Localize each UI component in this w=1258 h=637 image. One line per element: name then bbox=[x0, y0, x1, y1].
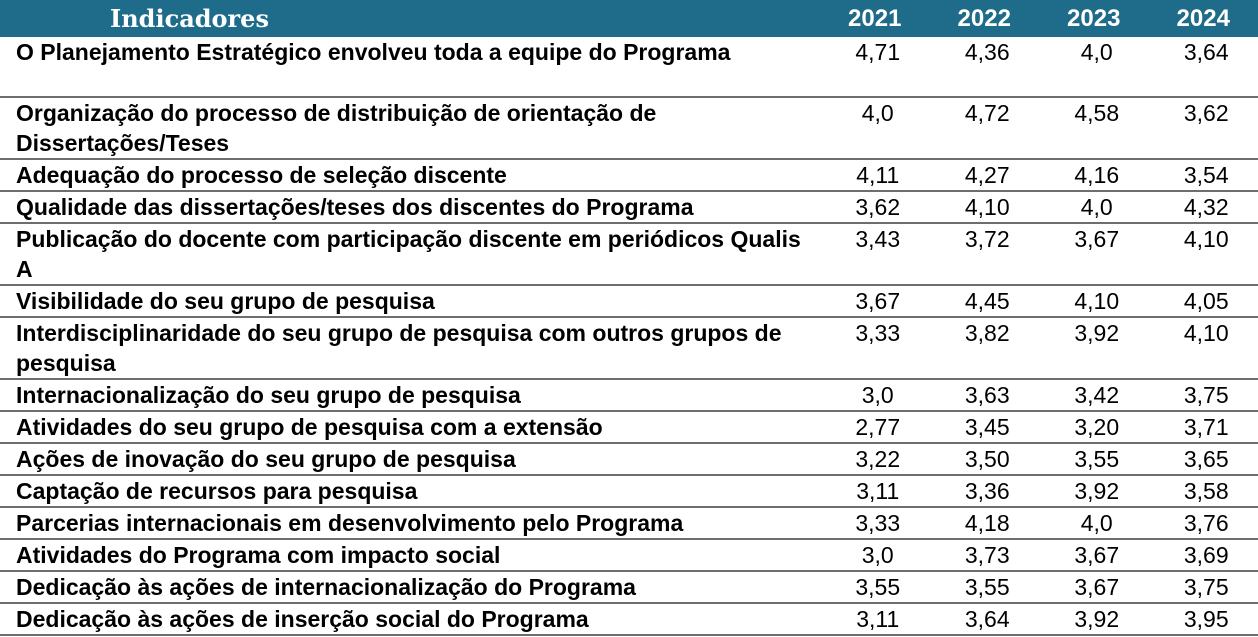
value-2023: 3,67 bbox=[1039, 223, 1149, 286]
table-row: Visibilidade do seu grupo de pesquisa 3,… bbox=[0, 285, 1258, 318]
indicator-label: Qualidade das dissertações/teses dos dis… bbox=[0, 191, 820, 224]
value-2022: 4,18 bbox=[929, 507, 1039, 540]
table-row: Interdisciplinaridade do seu grupo de pe… bbox=[0, 317, 1258, 380]
indicator-label: Dedicação às ações de inserção social do… bbox=[0, 603, 820, 636]
value-2023: 3,92 bbox=[1039, 603, 1149, 636]
value-2024: 3,71 bbox=[1148, 411, 1258, 444]
value-2024: 4,05 bbox=[1148, 285, 1258, 318]
value-2023: 4,10 bbox=[1039, 285, 1149, 318]
value-2021: 3,62 bbox=[820, 191, 930, 224]
value-2022: 4,27 bbox=[929, 159, 1039, 192]
value-2023: 4,16 bbox=[1039, 159, 1149, 192]
value-2021: 4,0 bbox=[820, 97, 930, 160]
value-2022: 3,64 bbox=[929, 603, 1039, 636]
value-2022: 3,45 bbox=[929, 411, 1039, 444]
header-year-2021: 2021 bbox=[820, 0, 930, 37]
indicator-label: Atividades do Programa com impacto socia… bbox=[0, 539, 820, 572]
table-row: Atividades do seu grupo de pesquisa com … bbox=[0, 411, 1258, 444]
value-2022: 3,73 bbox=[929, 539, 1039, 572]
indicator-label: Adequação do processo de seleção discent… bbox=[0, 159, 820, 192]
value-2024: 3,62 bbox=[1148, 97, 1258, 160]
table-row: Dedicação às ações de internacionalizaçã… bbox=[0, 571, 1258, 604]
table-row: Internacionalização do seu grupo de pesq… bbox=[0, 379, 1258, 412]
table-row: Qualidade das dissertações/teses dos dis… bbox=[0, 191, 1258, 224]
value-2024: 3,54 bbox=[1148, 159, 1258, 192]
indicator-label: O Planejamento Estratégico envolveu toda… bbox=[0, 37, 820, 98]
value-2024: 3,75 bbox=[1148, 379, 1258, 412]
value-2023: 4,0 bbox=[1039, 191, 1149, 224]
header-year-2023: 2023 bbox=[1039, 0, 1149, 37]
value-2021: 3,11 bbox=[820, 475, 930, 508]
value-2022: 4,36 bbox=[929, 37, 1039, 98]
value-2021: 3,11 bbox=[820, 603, 930, 636]
value-2022: 4,72 bbox=[929, 97, 1039, 160]
value-2023: 3,92 bbox=[1039, 317, 1149, 380]
indicator-label: Ações de inovação do seu grupo de pesqui… bbox=[0, 443, 820, 476]
value-2023: 3,42 bbox=[1039, 379, 1149, 412]
header-indicators: Indicadores bbox=[0, 0, 820, 37]
table-row: Adequação do processo de seleção discent… bbox=[0, 159, 1258, 192]
value-2022: 3,36 bbox=[929, 475, 1039, 508]
table-row: Parcerias internacionais em desenvolvime… bbox=[0, 507, 1258, 540]
table-row: Ações de inovação do seu grupo de pesqui… bbox=[0, 443, 1258, 476]
value-2022: 3,82 bbox=[929, 317, 1039, 380]
indicator-label: Visibilidade do seu grupo de pesquisa bbox=[0, 285, 820, 318]
indicator-label: Dedicação às ações de internacionalizaçã… bbox=[0, 571, 820, 604]
value-2021: 2,77 bbox=[820, 411, 930, 444]
value-2023: 3,92 bbox=[1039, 475, 1149, 508]
indicator-label: Publicação do docente com participação d… bbox=[0, 223, 820, 286]
indicator-label: Parcerias internacionais em desenvolvime… bbox=[0, 507, 820, 540]
value-2023: 4,0 bbox=[1039, 507, 1149, 540]
indicator-label: Interdisciplinaridade do seu grupo de pe… bbox=[0, 317, 820, 380]
value-2024: 3,95 bbox=[1148, 603, 1258, 636]
value-2021: 3,33 bbox=[820, 317, 930, 380]
value-2021: 3,67 bbox=[820, 285, 930, 318]
value-2021: 3,55 bbox=[820, 571, 930, 604]
value-2021: 3,0 bbox=[820, 379, 930, 412]
table-header-row: Indicadores 2021 2022 2023 2024 bbox=[0, 0, 1258, 37]
value-2023: 4,0 bbox=[1039, 37, 1149, 98]
value-2024: 3,69 bbox=[1148, 539, 1258, 572]
value-2024: 4,10 bbox=[1148, 317, 1258, 380]
value-2024: 3,76 bbox=[1148, 507, 1258, 540]
value-2021: 4,71 bbox=[820, 37, 930, 98]
table-row: Organização do processo de distribuição … bbox=[0, 97, 1258, 160]
table-row: Publicação do docente com participação d… bbox=[0, 223, 1258, 286]
value-2023: 3,67 bbox=[1039, 539, 1149, 572]
value-2023: 3,67 bbox=[1039, 571, 1149, 604]
value-2021: 3,22 bbox=[820, 443, 930, 476]
value-2024: 3,65 bbox=[1148, 443, 1258, 476]
indicator-label: Atividades do seu grupo de pesquisa com … bbox=[0, 411, 820, 444]
table-row: O Planejamento Estratégico envolveu toda… bbox=[0, 37, 1258, 98]
value-2024: 4,32 bbox=[1148, 191, 1258, 224]
value-2022: 3,50 bbox=[929, 443, 1039, 476]
value-2022: 3,72 bbox=[929, 223, 1039, 286]
value-2021: 3,0 bbox=[820, 539, 930, 572]
value-2023: 4,58 bbox=[1039, 97, 1149, 160]
value-2024: 3,75 bbox=[1148, 571, 1258, 604]
table-row: Dedicação às ações de inserção social do… bbox=[0, 603, 1258, 636]
value-2021: 3,43 bbox=[820, 223, 930, 286]
value-2022: 4,10 bbox=[929, 191, 1039, 224]
header-year-2022: 2022 bbox=[929, 0, 1039, 37]
indicator-label: Captação de recursos para pesquisa bbox=[0, 475, 820, 508]
value-2024: 3,58 bbox=[1148, 475, 1258, 508]
value-2023: 3,55 bbox=[1039, 443, 1149, 476]
value-2024: 4,10 bbox=[1148, 223, 1258, 286]
value-2022: 3,63 bbox=[929, 379, 1039, 412]
value-2024: 3,64 bbox=[1148, 37, 1258, 98]
value-2021: 3,33 bbox=[820, 507, 930, 540]
header-year-2024: 2024 bbox=[1148, 0, 1258, 37]
table-row: Atividades do Programa com impacto socia… bbox=[0, 539, 1258, 572]
value-2021: 4,11 bbox=[820, 159, 930, 192]
table-row: Captação de recursos para pesquisa 3,11 … bbox=[0, 475, 1258, 508]
value-2023: 3,20 bbox=[1039, 411, 1149, 444]
indicator-label: Organização do processo de distribuição … bbox=[0, 97, 820, 160]
indicator-label: Internacionalização do seu grupo de pesq… bbox=[0, 379, 820, 412]
value-2022: 3,55 bbox=[929, 571, 1039, 604]
value-2022: 4,45 bbox=[929, 285, 1039, 318]
